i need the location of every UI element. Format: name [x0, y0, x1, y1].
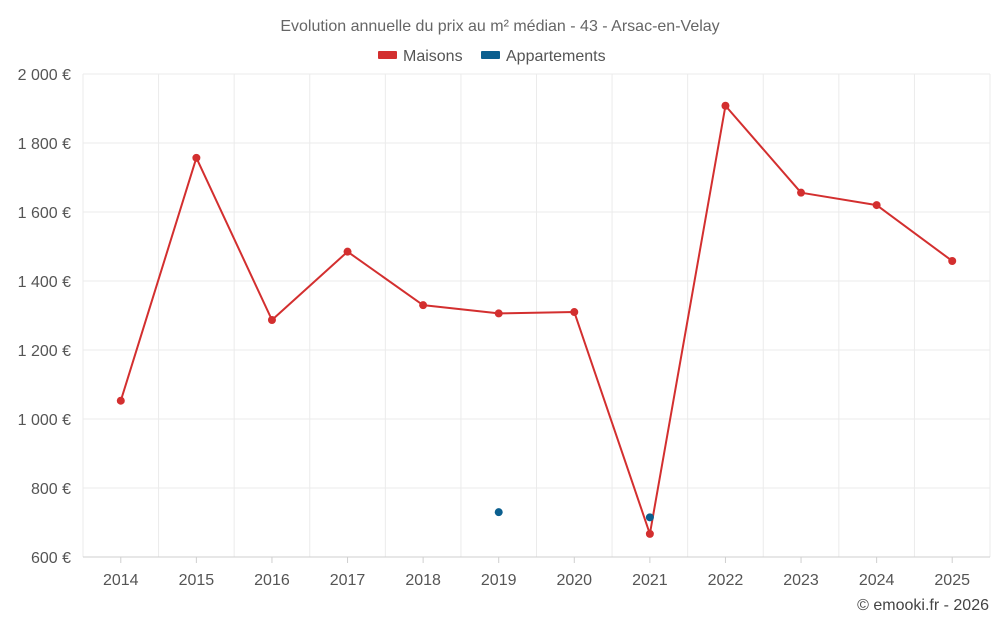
- data-point-maisons-2022[interactable]: [721, 101, 730, 110]
- credit-text: © emooki.fr - 2026: [857, 597, 989, 614]
- x-tick-label: 2018: [405, 572, 441, 589]
- data-point-appartements-2021[interactable]: [645, 513, 654, 522]
- x-tick-label: 2019: [481, 572, 517, 589]
- y-tick-label: 2 000 €: [18, 67, 71, 84]
- legend-swatch-maisons: [378, 51, 397, 59]
- data-point-maisons-2023[interactable]: [797, 188, 806, 197]
- y-axis: 600 € 800 € 1 000 € 1 200 € 1 400 € 1 600 € 1 …: [18, 67, 71, 567]
- x-tick-label: 2020: [556, 572, 592, 589]
- legend[interactable]: Maisons Appartements: [378, 48, 606, 65]
- x-tick-label: 2023: [783, 572, 819, 589]
- y-tick-label: 600 €: [31, 550, 71, 567]
- legend-item-appartements[interactable]: Appartements: [481, 48, 606, 65]
- x-tick-label: 2021: [632, 572, 668, 589]
- data-point-maisons-2016[interactable]: [267, 315, 276, 324]
- x-tick-label: 2016: [254, 572, 290, 589]
- data-point-maisons-2017[interactable]: [343, 247, 352, 256]
- plot-area: [116, 101, 957, 538]
- data-point-maisons-2014[interactable]: [116, 396, 125, 405]
- chart-title: Evolution annuelle du prix au m² médian …: [280, 18, 719, 35]
- series-line-maisons: [119, 104, 953, 535]
- y-tick-label: 1 400 €: [18, 274, 71, 291]
- data-point-maisons-2024[interactable]: [872, 201, 881, 210]
- data-point-maisons-2018[interactable]: [419, 301, 428, 310]
- legend-item-maisons[interactable]: Maisons: [378, 48, 463, 65]
- data-point-maisons-2020[interactable]: [570, 308, 579, 317]
- x-axis: 2014 2015 2016 2017 2018 2019 2020 2021 2022 2023…: [103, 557, 970, 589]
- legend-label-appartements: Appartements: [506, 48, 606, 65]
- y-tick-label: 1 200 €: [18, 343, 71, 360]
- x-tick-label: 2024: [859, 572, 895, 589]
- data-point-maisons-2025[interactable]: [948, 256, 957, 265]
- data-point-maisons-2015[interactable]: [192, 153, 201, 162]
- x-tick-label: 2014: [103, 572, 139, 589]
- y-tick-label: 800 €: [31, 481, 71, 498]
- legend-swatch-appartements: [481, 51, 500, 59]
- data-point-appartements-2019[interactable]: [494, 508, 503, 517]
- data-point-maisons-2021[interactable]: [645, 529, 654, 538]
- y-tick-label: 1 000 €: [18, 412, 71, 429]
- x-tick-label: 2022: [708, 572, 744, 589]
- legend-label-maisons: Maisons: [403, 48, 463, 65]
- y-tick-label: 1 800 €: [18, 136, 71, 153]
- y-tick-label: 1 600 €: [18, 205, 71, 222]
- gridlines: [82, 73, 991, 558]
- data-point-maisons-2019[interactable]: [494, 309, 503, 318]
- x-tick-label: 2015: [179, 572, 215, 589]
- x-tick-label: 2017: [330, 572, 366, 589]
- x-tick-label: 2025: [934, 572, 970, 589]
